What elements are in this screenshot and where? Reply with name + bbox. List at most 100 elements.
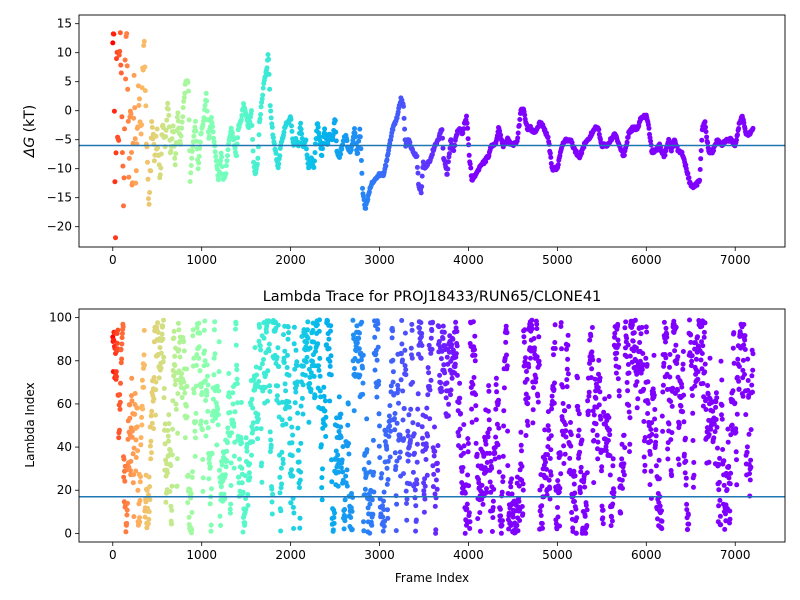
delta-g-x-tick-label: 6000 — [631, 253, 662, 267]
delta-g-point — [734, 137, 739, 143]
lambda-point — [151, 375, 157, 380]
delta-g-point — [141, 43, 147, 48]
lambda-point — [390, 369, 396, 375]
lambda-point — [503, 339, 509, 345]
lambda-point — [418, 320, 424, 326]
delta-g-point — [212, 149, 218, 155]
lambda-point — [141, 352, 147, 358]
delta-g-point — [147, 190, 153, 195]
delta-g-point — [446, 151, 452, 157]
lambda-point — [342, 514, 348, 520]
delta-g-point — [401, 115, 407, 121]
delta-g-point — [439, 127, 445, 133]
delta-g-point — [418, 190, 424, 196]
lambda-point — [659, 413, 665, 419]
lambda-point — [166, 438, 171, 444]
delta-g-point — [139, 122, 145, 128]
lambda-point — [331, 520, 337, 526]
lambda-point — [191, 390, 197, 396]
lambda-point — [128, 458, 134, 464]
lambda-point — [461, 450, 467, 456]
lambda-point — [221, 491, 227, 497]
lambda-point — [548, 472, 554, 478]
lambda-point — [705, 383, 711, 388]
lambda-point — [384, 446, 390, 452]
lambda-point — [297, 477, 303, 483]
lambda-point — [427, 416, 433, 422]
lambda-point — [322, 422, 328, 428]
lambda-point — [125, 436, 131, 442]
lambda-point — [713, 399, 719, 405]
lambda-point — [373, 351, 379, 357]
lambda-point — [259, 361, 265, 367]
lambda-point — [146, 474, 152, 480]
lambda-point — [218, 484, 224, 490]
lambda-point — [588, 375, 594, 381]
lambda-point — [148, 413, 154, 419]
lambda-point — [748, 464, 754, 470]
lambda-point — [261, 357, 266, 362]
lambda-point — [179, 395, 185, 400]
lambda-point — [294, 363, 300, 369]
lambda-point — [319, 497, 325, 503]
lambda-point — [214, 383, 220, 389]
lambda-point — [700, 343, 706, 349]
delta-g-point — [320, 146, 325, 152]
lambda-point — [279, 399, 285, 405]
lambda-point — [212, 351, 218, 357]
lambda-point — [262, 384, 268, 390]
lambda-point — [329, 479, 335, 485]
lambda-point — [211, 327, 217, 333]
lambda-point — [450, 336, 456, 342]
lambda-point — [293, 347, 299, 353]
lambda-point — [157, 345, 163, 351]
lambda-point — [387, 423, 393, 429]
lambda-point — [664, 334, 670, 340]
lambda-point — [278, 485, 284, 491]
lambda-point — [506, 510, 512, 516]
delta-g-point — [258, 112, 264, 117]
lambda-point — [597, 375, 603, 381]
lambda-point — [190, 333, 196, 339]
lambda-point — [684, 501, 690, 507]
delta-g-point — [189, 155, 195, 161]
lambda-point — [349, 491, 354, 496]
lambda-point — [328, 323, 334, 329]
lambda-point — [625, 362, 631, 367]
lambda-point — [641, 386, 647, 392]
lambda-point — [656, 476, 662, 482]
lambda-point — [609, 514, 615, 520]
lambda-point — [627, 441, 633, 447]
delta-g-point — [401, 103, 406, 109]
lambda-point — [599, 468, 604, 474]
lambda-point — [393, 464, 399, 469]
delta-g-point — [303, 146, 309, 152]
lambda-point — [114, 340, 120, 346]
lambda-point — [681, 451, 687, 457]
lambda-point — [295, 410, 301, 416]
lambda-point — [410, 469, 416, 475]
lambda-point — [695, 376, 701, 382]
lambda-point — [224, 448, 230, 454]
lambda-point — [560, 384, 566, 390]
lambda-point — [530, 420, 536, 426]
lambda-point — [228, 501, 234, 507]
lambda-point — [389, 335, 395, 341]
lambda-point — [369, 522, 375, 528]
lambda-point — [385, 458, 391, 464]
lambda-point — [444, 354, 450, 360]
lambda-point — [190, 327, 196, 333]
lambda-point — [669, 403, 675, 409]
lambda-point — [115, 327, 121, 333]
lambda-point — [621, 472, 627, 478]
lambda-point — [717, 513, 723, 519]
lambda-point — [395, 386, 401, 392]
lambda-point — [599, 503, 605, 509]
lambda-point — [525, 395, 531, 401]
lambda-point — [503, 323, 509, 329]
delta-g-point — [365, 196, 371, 202]
lambda-point — [668, 399, 674, 404]
lambda-point — [593, 395, 599, 401]
